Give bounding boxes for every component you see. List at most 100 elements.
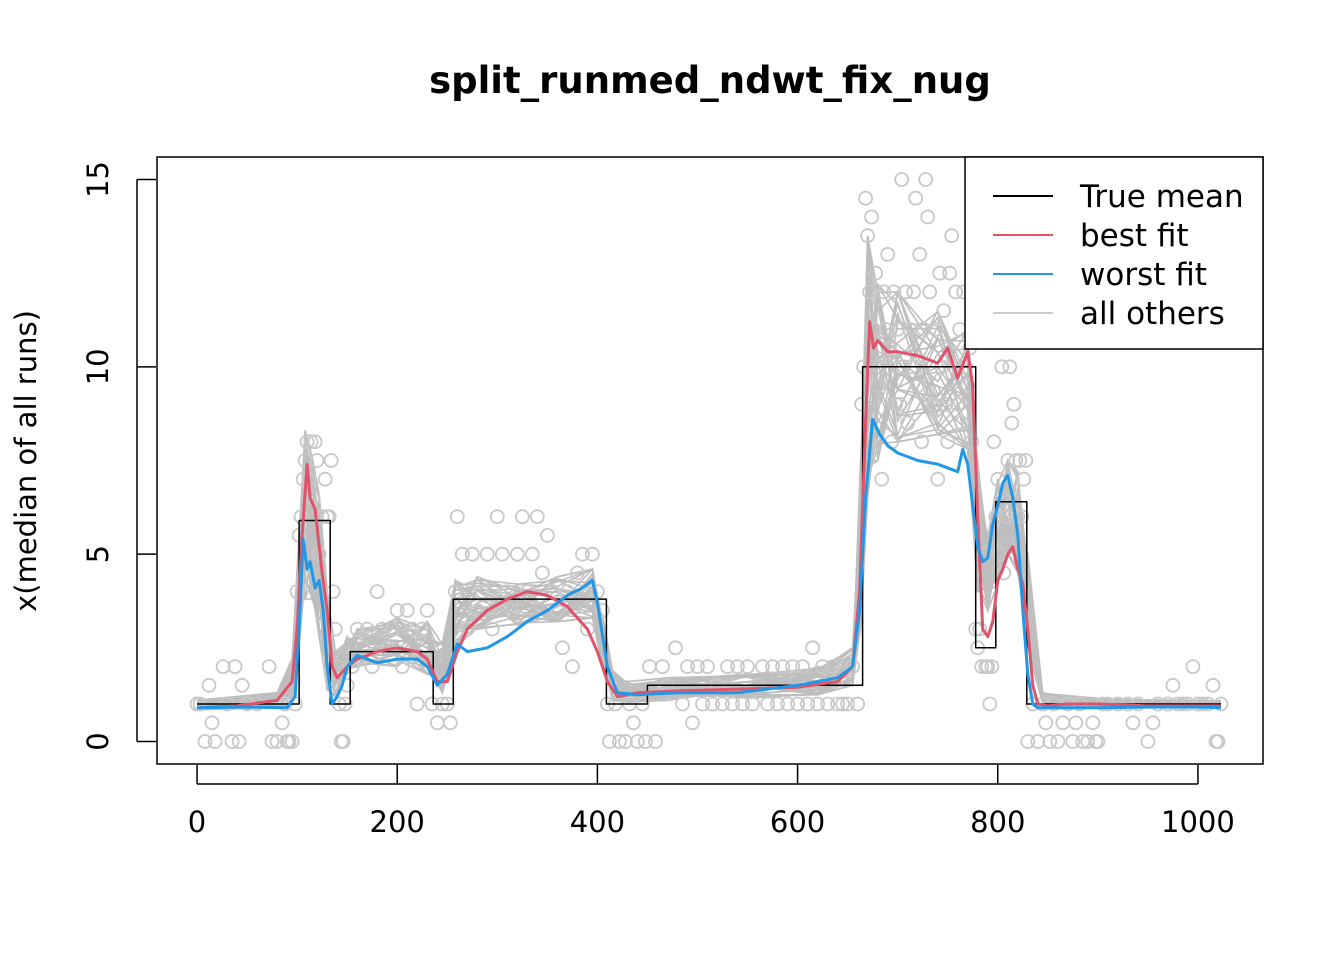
data-point bbox=[780, 696, 795, 712]
data-point bbox=[201, 677, 217, 693]
data-point bbox=[876, 284, 892, 300]
data-point bbox=[489, 509, 505, 525]
data-point bbox=[630, 734, 645, 749]
data-point bbox=[835, 696, 850, 712]
data-point bbox=[555, 640, 570, 656]
y-axis-label: x(median of all runs) bbox=[9, 310, 43, 612]
data-point bbox=[932, 265, 948, 281]
data-point bbox=[755, 659, 770, 674]
data-point bbox=[642, 659, 657, 674]
data-point bbox=[886, 284, 902, 300]
data-point bbox=[926, 396, 942, 412]
scatter-points-layer bbox=[189, 172, 1229, 749]
axes: 0 200 400 600 800 1000 0 5 10 15 bbox=[81, 156, 1264, 839]
data-point bbox=[928, 321, 944, 337]
others-run-line bbox=[196, 295, 1222, 708]
data-point bbox=[354, 640, 370, 656]
data-point bbox=[284, 734, 300, 749]
data-point bbox=[595, 603, 610, 618]
data-point bbox=[474, 584, 490, 599]
data-point bbox=[359, 621, 375, 637]
data-point bbox=[775, 659, 790, 674]
data-point bbox=[918, 172, 934, 187]
data-point bbox=[690, 659, 705, 674]
data-point bbox=[868, 265, 883, 281]
data-point bbox=[740, 659, 755, 674]
data-point bbox=[860, 228, 875, 244]
data-point bbox=[1055, 715, 1071, 731]
data-point bbox=[954, 415, 970, 431]
data-point bbox=[998, 509, 1014, 525]
data-point bbox=[414, 621, 430, 637]
data-point bbox=[399, 603, 415, 618]
data-point bbox=[1165, 677, 1181, 693]
legend-label-true-mean: True mean bbox=[1079, 179, 1244, 215]
data-point bbox=[321, 509, 337, 525]
data-point bbox=[618, 734, 633, 749]
data-point bbox=[908, 190, 924, 206]
data-point bbox=[668, 640, 683, 656]
x-tick-label: 200 bbox=[370, 805, 425, 839]
data-point bbox=[810, 696, 825, 712]
data-point bbox=[575, 546, 590, 562]
data-point bbox=[231, 734, 247, 749]
data-point bbox=[862, 284, 877, 300]
data-point bbox=[900, 415, 916, 431]
data-point bbox=[858, 190, 873, 206]
data-point bbox=[325, 584, 341, 599]
data-point bbox=[898, 284, 914, 300]
data-point bbox=[1085, 715, 1101, 731]
data-point bbox=[494, 546, 510, 562]
data-point bbox=[264, 734, 280, 749]
data-point bbox=[735, 696, 750, 712]
data-point bbox=[705, 696, 720, 712]
data-point bbox=[349, 621, 365, 637]
data-point bbox=[820, 696, 835, 712]
data-point bbox=[580, 621, 595, 637]
data-point bbox=[1020, 734, 1036, 749]
data-point bbox=[840, 696, 855, 712]
data-point bbox=[1050, 734, 1066, 749]
data-point bbox=[982, 696, 998, 712]
data-point bbox=[964, 434, 980, 450]
data-point bbox=[1065, 734, 1081, 749]
data-point bbox=[825, 659, 840, 674]
data-point bbox=[1012, 453, 1028, 468]
data-point bbox=[948, 284, 964, 300]
data-point bbox=[297, 453, 313, 468]
data-point bbox=[720, 659, 735, 674]
data-point bbox=[685, 715, 700, 731]
data-point bbox=[916, 321, 932, 337]
data-point bbox=[261, 659, 277, 674]
data-point bbox=[1090, 734, 1106, 749]
data-point bbox=[1016, 471, 1032, 487]
data-point bbox=[307, 434, 323, 450]
data-point bbox=[1080, 734, 1096, 749]
data-point bbox=[1038, 715, 1054, 731]
data-point bbox=[936, 303, 952, 319]
data-point bbox=[540, 528, 555, 543]
data-point bbox=[1002, 359, 1018, 375]
data-point bbox=[940, 434, 956, 450]
data-point bbox=[638, 734, 653, 749]
data-point bbox=[695, 696, 710, 712]
legend-label-best-fit: best fit bbox=[1080, 218, 1189, 254]
data-point bbox=[197, 734, 213, 749]
true-mean-line bbox=[197, 366, 1221, 705]
data-point bbox=[972, 621, 988, 637]
data-point bbox=[464, 546, 480, 562]
data-point bbox=[700, 659, 715, 674]
data-point bbox=[805, 640, 820, 656]
data-point bbox=[920, 209, 936, 225]
data-point bbox=[680, 659, 695, 674]
data-point bbox=[914, 434, 930, 450]
data-point bbox=[509, 546, 525, 562]
data-point bbox=[725, 696, 740, 712]
data-point bbox=[890, 321, 906, 337]
data-point bbox=[1018, 453, 1034, 468]
data-point bbox=[484, 621, 500, 637]
data-point bbox=[269, 734, 285, 749]
data-point bbox=[612, 734, 627, 749]
others-run-line bbox=[196, 292, 1222, 710]
